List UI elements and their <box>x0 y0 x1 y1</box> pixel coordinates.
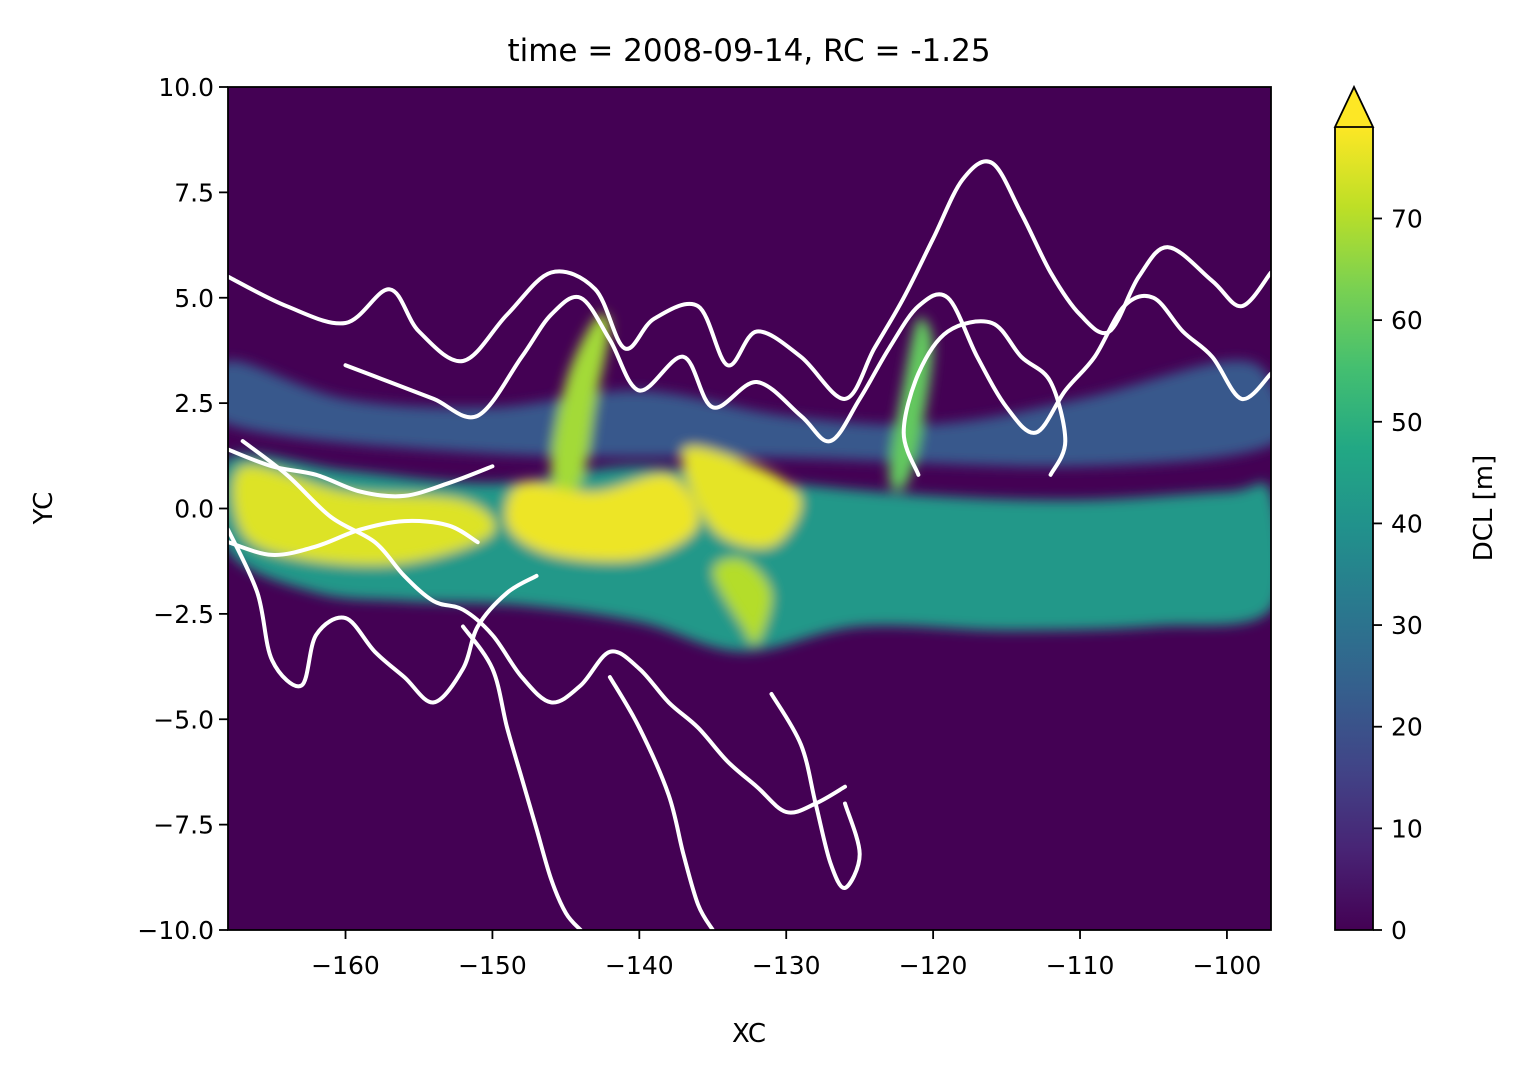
colorbar-tick-label: 0 <box>1391 916 1407 945</box>
contour-north-loop <box>901 319 1068 477</box>
x-tick-label: −150 <box>458 951 527 980</box>
colorbar-ticks: 0 10 20 30 40 50 60 70 <box>1373 204 1423 945</box>
field-filament <box>712 557 772 645</box>
y-tick-label: −10.0 <box>137 916 214 945</box>
plot-area <box>227 86 1272 931</box>
x-axis: −160 −150 −140 −130 −120 −110 −100 <box>311 930 1261 980</box>
field-wave-crest-2 <box>889 317 934 491</box>
colorbar-tick-label: 30 <box>1391 611 1423 640</box>
colorbar-tick-label: 40 <box>1391 509 1423 538</box>
y-tick-label: −2.5 <box>153 600 214 629</box>
contour-north-inner <box>343 292 1271 444</box>
colorbar-extend-max <box>1333 84 1375 128</box>
y-tick-label: 7.5 <box>174 178 214 207</box>
y-tick-label: 0.0 <box>174 495 214 524</box>
field-core-central <box>505 473 699 562</box>
field-core-east <box>681 446 802 549</box>
contour-equator-1 <box>228 447 495 499</box>
colorbar-tick-label: 20 <box>1391 713 1423 742</box>
y-tick-label: 2.5 <box>174 389 214 418</box>
contour-south-outer <box>228 527 539 705</box>
field-core-west <box>232 465 496 566</box>
contour-equator-2 <box>228 518 480 557</box>
contour-lines <box>228 159 1271 930</box>
x-tick-label: −140 <box>605 951 674 980</box>
x-tick-label: −110 <box>1046 951 1115 980</box>
x-tick-label: −160 <box>311 951 380 980</box>
colorbar-label: DCL [m] <box>1469 455 1499 562</box>
colorbar-tick-label: 60 <box>1391 306 1423 335</box>
y-tick-label: 5.0 <box>174 284 214 313</box>
heatmap-field <box>228 313 1271 652</box>
colorbar-tick-label: 50 <box>1391 408 1423 437</box>
contour-south-lobe-3 <box>769 692 862 890</box>
colorbar-tick-label: 10 <box>1391 814 1423 843</box>
colorbar-gradient <box>1335 127 1373 930</box>
field-equatorial-band <box>228 453 1271 652</box>
colorbar-frame <box>1334 127 1374 931</box>
y-axis-label: YC <box>29 492 59 526</box>
colorbar: 0 10 20 30 40 50 60 70 DCL [m] <box>1333 84 1499 945</box>
contour-south-lobe-2 <box>607 675 715 930</box>
x-tick-label: −120 <box>899 951 968 980</box>
contour-equator-3 <box>240 439 847 815</box>
colorbar-tick-label: 70 <box>1391 204 1423 233</box>
field-north-band <box>228 360 1271 467</box>
y-tick-label: −5.0 <box>153 705 214 734</box>
chart-title: time = 2008-09-14, RC = -1.25 <box>507 33 990 69</box>
y-axis: 10.0 7.5 5.0 2.5 0.0 −2.5 −5.0 −7.5 −10.0 <box>137 73 228 945</box>
y-tick-label: 10.0 <box>158 73 214 102</box>
x-axis-label: XC <box>732 1019 766 1049</box>
x-tick-label: −100 <box>1193 951 1262 980</box>
field-wave-crest-1 <box>550 313 610 491</box>
x-tick-label: −130 <box>752 951 821 980</box>
y-tick-label: −7.5 <box>153 811 214 840</box>
contour-south-lobe <box>461 624 583 930</box>
